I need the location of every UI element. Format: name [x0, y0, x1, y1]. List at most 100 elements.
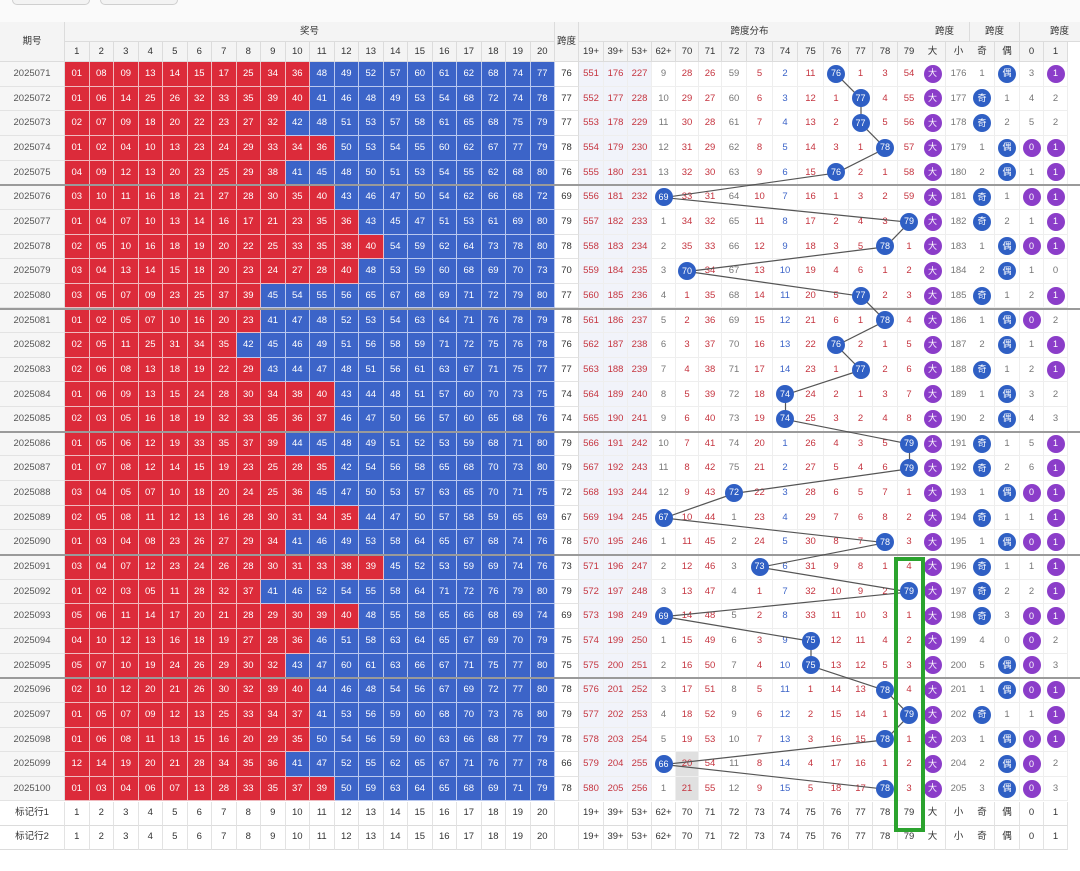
prize-number-cell: 78	[530, 86, 555, 112]
prize-number-cell: 24	[261, 259, 286, 284]
zero-one-cell: 6	[1020, 456, 1044, 482]
distribution-cell: 13	[773, 727, 798, 753]
span-hit-ball: 72	[725, 483, 743, 502]
prize-number-cell: 04	[89, 259, 114, 284]
distribution-cell: 37	[699, 333, 722, 358]
distribution-cell: 194	[604, 505, 628, 531]
big-small-cell: 179	[946, 135, 972, 161]
distribution-cell: 13	[849, 678, 873, 703]
prize-number-cell: 43	[359, 209, 384, 235]
distribution-cell: 19	[676, 727, 699, 753]
prize-number-cell: 56	[383, 357, 408, 383]
prize-number-cell: 59	[408, 259, 433, 284]
prize-number-cell: 62	[383, 752, 408, 777]
big-ball: 大	[923, 138, 942, 157]
distribution-cell: 186	[604, 308, 628, 334]
odd-even-ball: 奇	[973, 459, 991, 478]
footer-num-cell: 10	[285, 801, 310, 826]
zero-one-cell: 1	[1020, 160, 1044, 186]
prize-number-cell: 35	[261, 776, 286, 802]
odd-even-ball: 偶	[998, 335, 1016, 354]
zero-one-cell: 1	[1020, 505, 1044, 531]
big-small-cell: 204	[946, 752, 972, 777]
prize-number-cell: 80	[530, 160, 555, 186]
prize-number-cell: 66	[457, 604, 482, 629]
prize-number-cell: 10	[163, 308, 188, 334]
zero-one-ball: 0	[1022, 681, 1041, 700]
prize-number-cell: 59	[457, 555, 482, 580]
distribution-cell: 1	[849, 135, 873, 161]
prize-number-cell: 15	[187, 456, 212, 482]
distribution-cell: 78	[873, 135, 898, 161]
odd-even-cell: 偶	[995, 234, 1020, 260]
distribution-cell: 9	[652, 407, 676, 432]
prize-number-cell: 69	[432, 283, 457, 309]
prize-number-cell: 59	[457, 431, 482, 457]
prize-number-cell: 05	[114, 407, 139, 432]
distribution-cell: 234	[628, 234, 652, 260]
prize-number-cell: 46	[285, 333, 310, 358]
distribution-cell: 6	[652, 333, 676, 358]
zero-one-ball: 1	[1046, 138, 1065, 157]
prize-number-cell: 25	[212, 160, 237, 186]
distribution-cell: 12	[849, 653, 873, 679]
prize-number-cell: 41	[285, 160, 310, 186]
odd-even-cell: 奇	[970, 357, 995, 383]
distribution-cell: 45	[699, 530, 722, 555]
odd-even-ball: 奇	[973, 360, 991, 379]
prize-number-cell: 17	[163, 604, 188, 629]
big-small-cell: 194	[946, 505, 972, 531]
toolbar-button-2[interactable]	[100, 0, 178, 5]
prize-number-cell: 54	[432, 86, 457, 112]
prize-number-cell: 57	[383, 111, 408, 136]
distribution-cell: 79	[898, 456, 921, 482]
column-header-zero-one: 跨度	[1020, 22, 1080, 42]
footer-oe-cell: 偶	[995, 801, 1020, 826]
distribution-cell: 15	[773, 776, 798, 802]
prize-number-cell: 46	[359, 185, 384, 210]
distribution-cell: 2	[849, 160, 873, 186]
prize-number-cell: 05	[89, 234, 114, 260]
prize-number-cell: 36	[334, 209, 359, 235]
footer-num-cell: 8	[236, 825, 261, 850]
prize-number-cell: 11	[138, 727, 163, 753]
prize-number-cell: 59	[359, 776, 384, 802]
distribution-cell: 197	[604, 579, 628, 605]
prize-number-cell: 06	[138, 776, 163, 802]
prize-number-cell: 03	[65, 283, 90, 309]
distribution-cell: 28	[699, 111, 722, 136]
prize-number-cell: 19	[212, 456, 237, 482]
prize-number-cell: 60	[408, 727, 433, 753]
distribution-cell: 21	[798, 308, 824, 334]
zero-one-ball: 0	[1022, 755, 1041, 773]
distribution-cell: 3	[849, 185, 873, 210]
zero-one-cell: 1	[1044, 357, 1068, 383]
prize-number-cell: 30	[285, 604, 310, 629]
footer-oe-cell: 奇	[970, 801, 995, 826]
distribution-cell: 2	[798, 702, 824, 728]
distribution-cell: 53	[699, 727, 722, 753]
distribution-cell: 187	[604, 333, 628, 358]
odd-even-cell: 1	[995, 702, 1020, 728]
distribution-cell: 233	[628, 209, 652, 235]
distribution-cell: 30	[699, 160, 722, 186]
distribution-cell: 11	[773, 283, 798, 309]
zero-one-cell: 0	[1020, 481, 1044, 506]
prize-number-cell: 52	[359, 62, 384, 87]
distribution-cell: 1	[898, 481, 921, 506]
distribution-cell: 78	[873, 234, 898, 260]
distribution-cell: 571	[579, 555, 604, 580]
distribution-cell: 14	[676, 604, 699, 629]
period-cell: 2025088	[0, 481, 65, 506]
span-hit-ball: 78	[876, 730, 894, 749]
prize-number-cell: 46	[334, 86, 359, 112]
prize-number-cell: 10	[114, 653, 139, 679]
toolbar-button-1[interactable]	[12, 0, 90, 5]
footer-dist-cell: 76	[824, 801, 849, 826]
distribution-cell: 25	[798, 407, 824, 432]
zero-one-cell: 0	[1020, 185, 1044, 210]
span-hit-ball: 78	[876, 681, 894, 700]
big-small-cell: 177	[946, 86, 972, 112]
distribution-cell: 5	[849, 234, 873, 260]
prize-number-cell: 74	[506, 530, 531, 555]
